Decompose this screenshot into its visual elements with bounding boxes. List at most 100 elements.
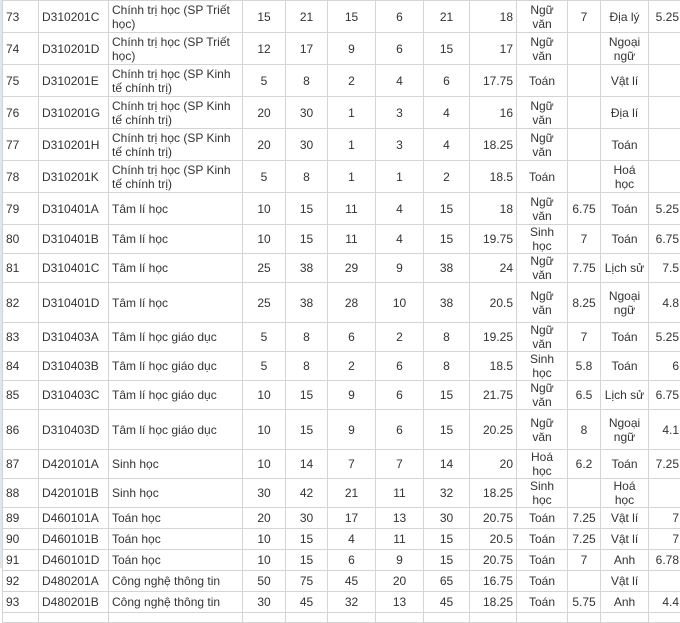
quota-cell: 5 — [243, 65, 286, 97]
subject-1-cell: Ngữ văn — [517, 323, 568, 352]
admitted-2-cell: 9 — [376, 254, 424, 283]
total-cell: 15 — [424, 381, 470, 410]
quota-cell: 5 — [243, 352, 286, 381]
row-number-cell: 75 — [3, 65, 39, 97]
registered-cell: 8 — [286, 65, 328, 97]
row-number-cell: 92 — [3, 571, 39, 592]
major-code-cell: D310403B — [39, 352, 109, 381]
total-cell: 65 — [424, 571, 470, 592]
empty-cell — [328, 613, 376, 623]
total-cell: 15 — [424, 225, 470, 254]
empty-cell — [39, 613, 109, 623]
admitted-1-cell: 32 — [328, 592, 376, 613]
row-number-cell: 76 — [3, 97, 39, 129]
major-code-cell: D310201H — [39, 129, 109, 161]
cutoff-score-cell: 18.25 — [470, 592, 517, 613]
admitted-1-cell: 7 — [328, 450, 376, 479]
total-cell: 15 — [424, 33, 470, 65]
empty-cell — [517, 613, 568, 623]
subject-2-score-cell — [649, 129, 680, 161]
major-code-cell: D310401C — [39, 254, 109, 283]
major-code-cell: D310201C — [39, 1, 109, 33]
admitted-1-cell: 29 — [328, 254, 376, 283]
subject-1-cell: Sinh học — [517, 225, 568, 254]
registered-cell: 38 — [286, 283, 328, 323]
major-name-cell: Chính trị học (SP Triết học) — [109, 33, 243, 65]
row-number-cell: 91 — [3, 550, 39, 571]
admitted-1-cell: 2 — [328, 352, 376, 381]
subject-1-score-cell — [568, 479, 601, 508]
registered-cell: 15 — [286, 529, 328, 550]
subject-2-score-cell: 4.1 — [649, 410, 680, 450]
major-name-cell: Chính trị học (SP Kinh tế chính trị) — [109, 129, 243, 161]
subject-2-cell: Toán — [601, 323, 649, 352]
registered-cell: 21 — [286, 1, 328, 33]
empty-cell — [424, 613, 470, 623]
subject-1-cell: Ngữ văn — [517, 283, 568, 323]
subject-2-score-cell: 7.25 — [649, 450, 680, 479]
registered-cell: 15 — [286, 410, 328, 450]
row-number-cell: 78 — [3, 161, 39, 193]
subject-1-cell: Hoá học — [517, 450, 568, 479]
subject-2-score-cell — [649, 33, 680, 65]
total-cell: 15 — [424, 410, 470, 450]
admitted-2-cell: 11 — [376, 479, 424, 508]
subject-2-score-cell: 7.5 — [649, 254, 680, 283]
registered-cell: 30 — [286, 508, 328, 529]
subject-2-score-cell: 5.25 — [649, 193, 680, 225]
registered-cell: 8 — [286, 352, 328, 381]
subject-2-cell: Địa lý — [601, 1, 649, 33]
admitted-1-cell: 9 — [328, 33, 376, 65]
subject-2-score-cell — [649, 571, 680, 592]
admitted-1-cell: 6 — [328, 550, 376, 571]
subject-1-score-cell: 7 — [568, 1, 601, 33]
quota-cell: 5 — [243, 323, 286, 352]
subject-1-cell: Sinh học — [517, 352, 568, 381]
admitted-2-cell: 13 — [376, 592, 424, 613]
total-cell: 30 — [424, 508, 470, 529]
subject-2-score-cell: 7 — [649, 508, 680, 529]
quota-cell: 25 — [243, 254, 286, 283]
cutoff-score-cell: 20.5 — [470, 529, 517, 550]
subject-2-score-cell: 6 — [649, 352, 680, 381]
admitted-1-cell: 9 — [328, 410, 376, 450]
major-code-cell: D480201B — [39, 592, 109, 613]
admitted-1-cell: 28 — [328, 283, 376, 323]
subject-2-cell: Hoá học — [601, 161, 649, 193]
admitted-2-cell: 9 — [376, 550, 424, 571]
admitted-2-cell: 6 — [376, 352, 424, 381]
major-name-cell: Tâm lí học — [109, 225, 243, 254]
subject-1-score-cell — [568, 161, 601, 193]
major-code-cell: D310403D — [39, 410, 109, 450]
major-name-cell: Chính trị học (SP Kinh tế chính trị) — [109, 97, 243, 129]
subject-1-score-cell: 5.8 — [568, 352, 601, 381]
subject-1-cell: Ngữ văn — [517, 254, 568, 283]
quota-cell: 10 — [243, 450, 286, 479]
subject-1-score-cell: 7.25 — [568, 529, 601, 550]
subject-1-score-cell: 7.75 — [568, 254, 601, 283]
admitted-1-cell: 1 — [328, 161, 376, 193]
subject-2-cell: Anh — [601, 550, 649, 571]
cutoff-score-cell: 18.5 — [470, 352, 517, 381]
admitted-2-cell: 13 — [376, 508, 424, 529]
row-number-cell: 73 — [3, 1, 39, 33]
subject-2-score-cell: 5.25 — [649, 323, 680, 352]
quota-cell: 30 — [243, 479, 286, 508]
major-code-cell: D480201A — [39, 571, 109, 592]
major-code-cell: D310401B — [39, 225, 109, 254]
admitted-1-cell: 4 — [328, 529, 376, 550]
cutoff-score-cell: 17.75 — [470, 65, 517, 97]
admitted-2-cell: 6 — [376, 1, 424, 33]
major-code-cell: D310401D — [39, 283, 109, 323]
